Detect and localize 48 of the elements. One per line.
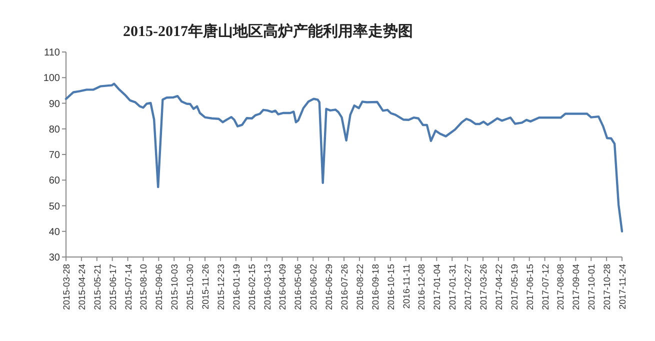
y-tick-label: 70 [48,150,60,161]
x-tick-label: 2017-10-28 [602,264,612,310]
x-tick-label: 2017-11-24 [618,264,628,310]
y-tick-label: 30 [48,252,60,264]
chart-title: 2015-2017年唐山地区高炉产能利用率走势图 [123,22,413,40]
x-tick-label: 2015-12-23 [216,264,226,310]
x-tick-label: 2015-10-03 [170,264,180,310]
x-tick-label: 2016-01-19 [231,264,242,310]
y-tick-label: 90 [48,98,60,110]
x-tick-label: 2017-05-19 [509,264,520,310]
x-tick-label: 2017-02-27 [463,264,474,310]
x-tick-label: 2015-07-14 [123,264,134,310]
x-tick-label: 2016-06-02 [308,264,319,310]
x-tick-label: 2017-03-26 [478,264,488,310]
x-tick-label: 2015-06-17 [108,264,118,310]
x-tick-label: 2015-10-30 [185,264,196,310]
y-tick-label: 100 [43,73,60,84]
x-tick-label: 2016-02-15 [246,264,257,310]
x-tick-label: 2015-05-21 [92,264,102,310]
x-tick-label: 2017-04-22 [494,264,504,310]
x-tick-label: 2017-01-31 [448,264,458,310]
x-tick-label: 2016-11-11 [401,264,412,309]
x-tick-label: 2015-03-28 [62,264,72,310]
x-tick-label: 2016-08-22 [354,264,365,310]
x-tick-label: 2016-04-09 [278,264,288,310]
x-tick-label: 2016-03-13 [262,264,272,310]
x-tick-label: 2017-01-04 [432,264,442,310]
x-tick-label: 2015-08-10 [138,264,149,310]
x-tick-label: 2017-07-12 [540,264,550,310]
line-series [64,82,624,232]
x-tick-label: 2016-09-18 [370,264,380,310]
x-tick-label: 2017-06-15 [524,264,535,310]
x-tick-label: 2015-09-06 [154,264,164,310]
y-tick-label: 60 [48,176,60,187]
y-tick-label: 40 [48,226,60,238]
x-tick-label: 2017-08-08 [556,264,566,310]
x-tick-label: 2016-12-08 [416,264,427,310]
x-tick-label: 2016-10-15 [386,264,396,310]
x-tick-label: 2015-04-24 [76,264,87,310]
x-tick-label: 2016-06-29 [324,264,334,310]
x-tick-label: 2016-07-26 [340,264,350,310]
x-tick-label: 2015-11-26 [200,264,210,310]
x-tick-label: 2016-05-06 [293,264,304,310]
y-tick-label: 80 [48,124,60,136]
x-tick-label: 2017-10-01 [586,264,597,310]
y-tick-label: 50 [48,201,60,212]
y-tick-label: 110 [44,48,60,58]
x-tick-label: 2017-09-04 [571,264,582,310]
